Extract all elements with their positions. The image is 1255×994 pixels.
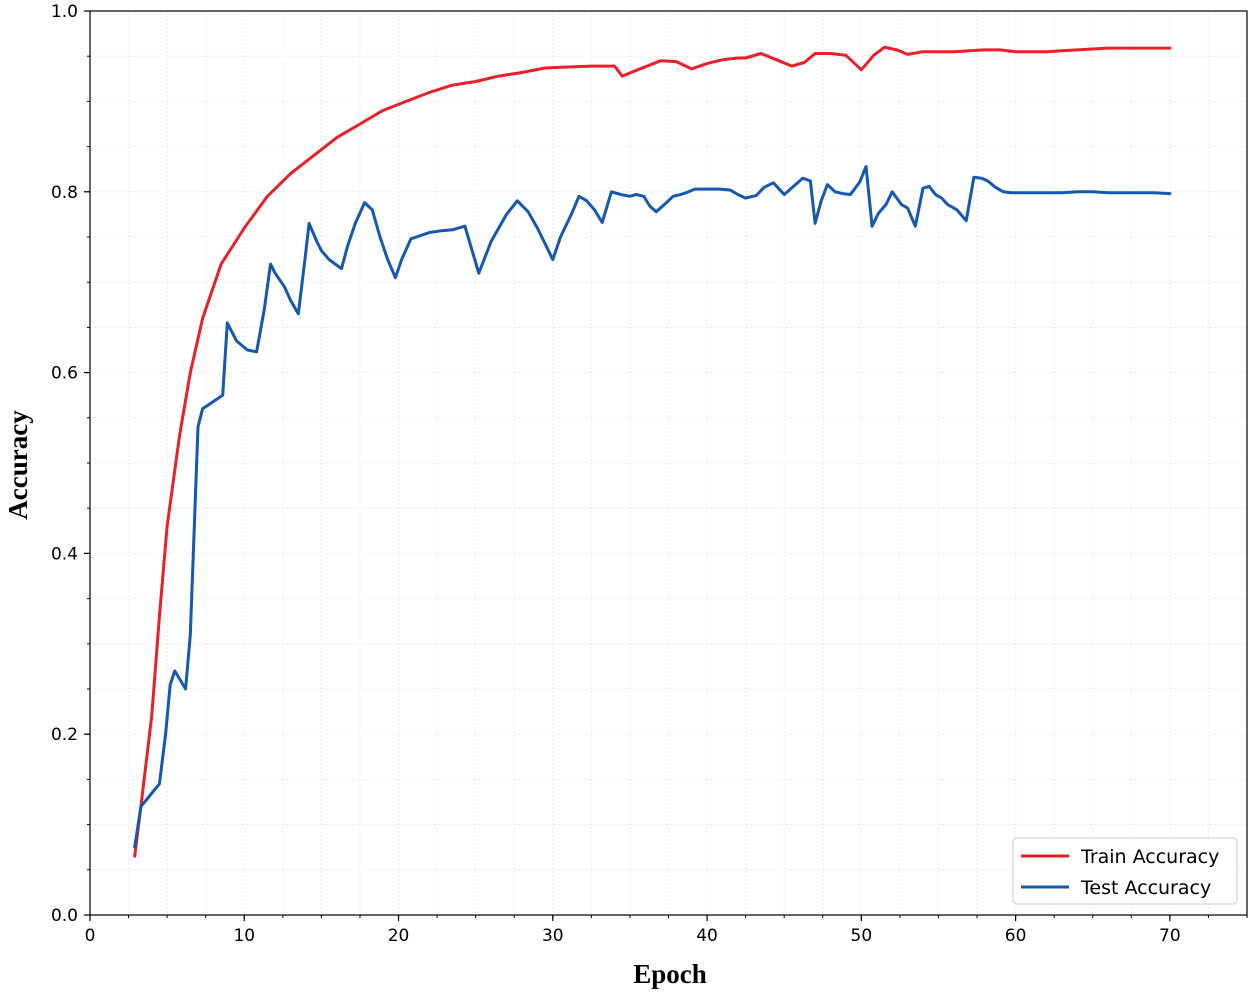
x-tick-label: 10: [233, 926, 255, 946]
y-tick-label: 0.6: [51, 364, 78, 384]
series-line-test-accuracy: [133, 165, 1172, 849]
y-axis-title: Accuracy: [3, 410, 33, 520]
x-tick-label: 50: [851, 926, 873, 946]
series-line-train-accuracy: [133, 45, 1172, 858]
y-tick-label: 0.2: [51, 725, 78, 745]
x-tick-label: 70: [1159, 926, 1181, 946]
axes: 0 10 20 30 40 50 60 70 0.0 0.2 0.4 0.6 0.8 1.0: [51, 2, 1248, 946]
x-tick-label: 30: [542, 926, 564, 946]
grid-lines: [89, 10, 1248, 916]
legend-label: Train Accuracy: [1080, 846, 1219, 868]
y-tick-label: 0.8: [51, 183, 78, 203]
x-tick-label: 60: [1005, 926, 1027, 946]
legend: Train Accuracy Test Accuracy: [1012, 837, 1238, 905]
y-tick-label: 1.0: [51, 2, 78, 22]
x-tick-label: 0: [85, 926, 96, 946]
data-series: [133, 45, 1172, 858]
x-axis-title: Epoch: [633, 959, 707, 989]
y-tick-label: 0.4: [51, 544, 78, 564]
y-tick-label: 0.0: [51, 906, 78, 926]
x-tick-label: 20: [388, 926, 410, 946]
x-tick-label: 40: [696, 926, 718, 946]
legend-label: Test Accuracy: [1080, 877, 1211, 899]
